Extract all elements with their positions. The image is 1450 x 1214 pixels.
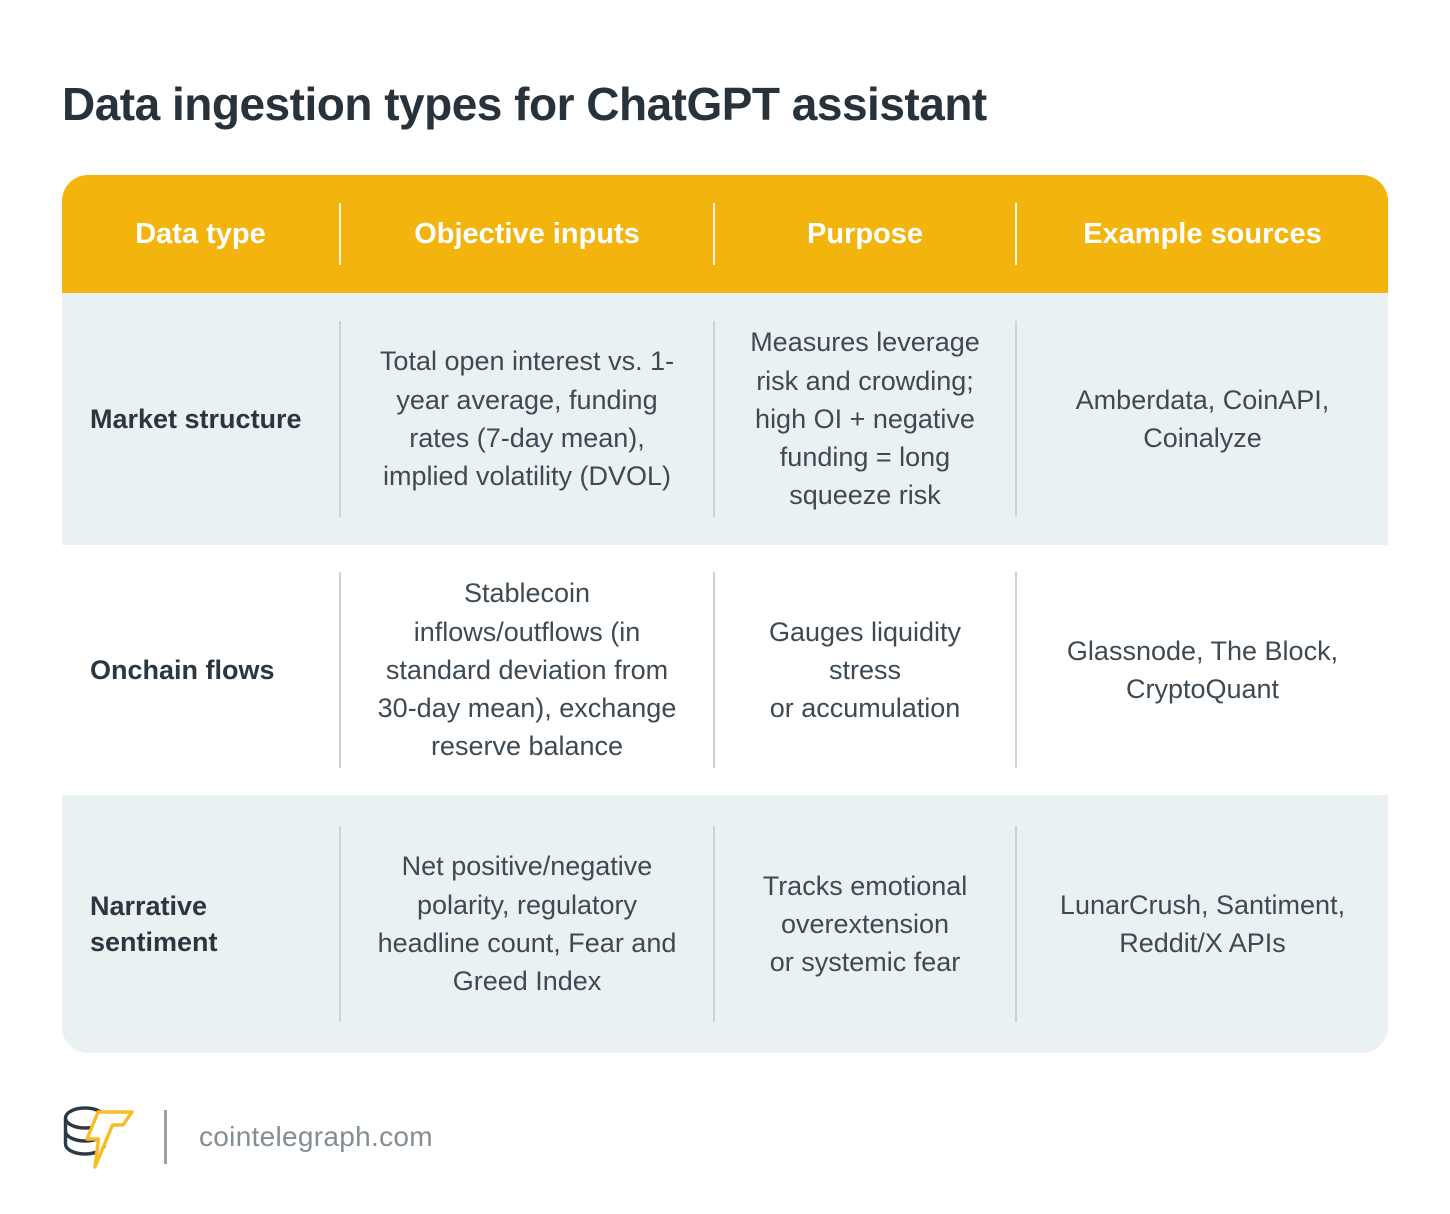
cell-example-sources: Amberdata, CoinAPI, Coinalyze bbox=[1075, 384, 1330, 453]
header-cell-data-type: Data type bbox=[135, 217, 266, 250]
header-column-divider bbox=[339, 203, 341, 265]
header-cell-objective-inputs: Objective inputs bbox=[414, 217, 640, 250]
column-divider bbox=[339, 826, 341, 1022]
table-row-onchain-flows: Onchain flows Stablecoin inflows/outflow… bbox=[62, 545, 1388, 795]
cell-objective-inputs: Stablecoin inflows/outflows (in standard… bbox=[377, 578, 677, 762]
header-column-divider bbox=[1015, 203, 1017, 265]
cell-purpose: Gauges liquidity stress or accumulation bbox=[768, 616, 962, 724]
footer-divider bbox=[164, 1110, 167, 1164]
table-header-row: Data type Objective inputs Purpose Examp… bbox=[62, 175, 1388, 293]
header-column-divider bbox=[713, 203, 715, 265]
table-row-market-structure: Market structure Total open interest vs.… bbox=[62, 293, 1388, 545]
cell-example-sources: LunarCrush, Santiment, Reddit/X APIs bbox=[1059, 889, 1346, 958]
footer-site-label: cointelegraph.com bbox=[199, 1121, 433, 1152]
column-divider bbox=[1015, 826, 1017, 1022]
column-divider bbox=[1015, 572, 1017, 768]
page-title: Data ingestion types for ChatGPT assista… bbox=[62, 77, 987, 130]
column-divider bbox=[339, 321, 341, 517]
cell-example-sources: Glassnode, The Block, CryptoQuant bbox=[1066, 635, 1339, 704]
table-row-narrative-sentiment: Narrative sentiment Net positive/negativ… bbox=[62, 795, 1388, 1053]
column-divider bbox=[713, 572, 715, 768]
row-label: Onchain flows bbox=[90, 654, 275, 685]
cell-data-type: Onchain flows bbox=[62, 545, 339, 795]
cell-objective-inputs: Total open interest vs. 1-year average, … bbox=[379, 346, 675, 492]
lightning-bolt-icon bbox=[85, 1110, 134, 1169]
data-ingestion-table: Data type Objective inputs Purpose Examp… bbox=[62, 175, 1388, 1053]
column-divider bbox=[713, 321, 715, 517]
cell-data-type: Market structure bbox=[62, 293, 339, 545]
cell-objective-inputs: Net positive/negative polarity, regulato… bbox=[377, 851, 677, 997]
column-divider bbox=[713, 826, 715, 1022]
row-label: Market structure bbox=[90, 403, 302, 434]
header-cell-example-sources: Example sources bbox=[1083, 217, 1322, 250]
footer: cointelegraph.com bbox=[60, 1100, 433, 1174]
cointelegraph-logo-icon bbox=[63, 1106, 134, 1169]
header-cell-purpose: Purpose bbox=[806, 217, 924, 250]
column-divider bbox=[1015, 321, 1017, 517]
cell-purpose: Tracks emotional overextension or system… bbox=[762, 870, 968, 978]
cell-purpose: Measures leverage risk and crowding; hig… bbox=[750, 327, 980, 511]
column-divider bbox=[339, 572, 341, 768]
cell-data-type: Narrative sentiment bbox=[62, 795, 339, 1053]
row-label: Narrative sentiment bbox=[90, 890, 218, 957]
